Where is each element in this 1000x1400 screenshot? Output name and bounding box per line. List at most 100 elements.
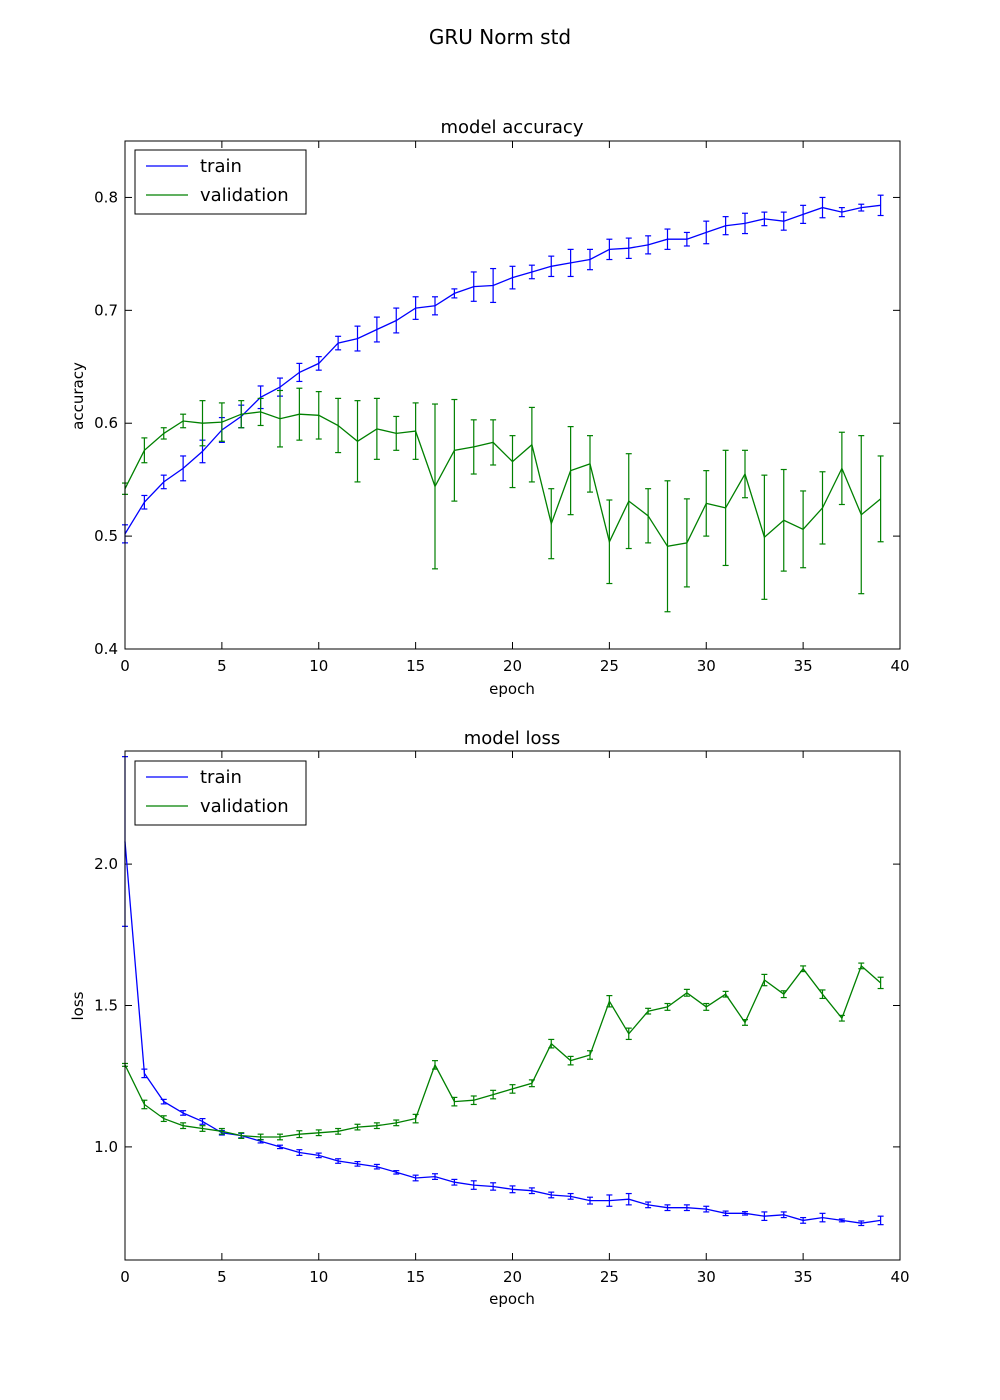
accuracy-train-errorbar <box>315 356 322 371</box>
loss-validation-errorbar <box>587 1050 593 1060</box>
loss-train-errorbar <box>800 1216 807 1224</box>
loss-train-errorbar <box>587 1196 593 1205</box>
accuracy-validation-errorbar <box>761 474 768 600</box>
accuracy-validation-errorbar <box>296 387 303 441</box>
accuracy-train-errorbar <box>470 271 477 302</box>
loss-validation-errorbar <box>567 1055 574 1066</box>
accuracy-x-tick-label: 25 <box>600 657 619 675</box>
accuracy-y-tick-label: 0.7 <box>94 301 118 319</box>
accuracy-train-errorbar <box>490 267 497 304</box>
accuracy-train-errorbar <box>335 335 342 351</box>
accuracy-validation-errorbar <box>470 419 477 475</box>
loss-x-tick-label: 40 <box>890 1268 909 1286</box>
loss-x-tick-label: 25 <box>600 1268 619 1286</box>
accuracy-train-errorbar <box>432 296 438 316</box>
accuracy-legend-validation-label: validation <box>200 185 289 206</box>
accuracy-validation-errorbar <box>354 400 361 483</box>
accuracy-y-tick-label: 0.5 <box>94 527 118 545</box>
loss-series-layer <box>122 756 884 1227</box>
accuracy-validation-errorbar <box>819 471 826 545</box>
accuracy-validation-errorbar <box>567 426 574 516</box>
accuracy-validation-errorbar <box>257 397 264 427</box>
accuracy-validation-errorbar <box>838 431 845 506</box>
loss-validation-errorbar <box>160 1115 167 1123</box>
loss-train-line <box>124 841 881 1224</box>
accuracy-validation-errorbar <box>393 415 400 451</box>
accuracy-validation-errorbar <box>548 488 555 560</box>
loss-validation-errorbar <box>432 1060 438 1070</box>
loss-validation-errorbar <box>819 989 826 1000</box>
accuracy-validation-errorbar <box>277 389 283 448</box>
loss-validation-errorbar <box>761 973 768 987</box>
accuracy-validation-errorbar <box>180 413 187 429</box>
accuracy-x-tick-label: 0 <box>120 657 130 675</box>
accuracy-train-errorbar <box>606 238 613 261</box>
loss-validation-errorbar <box>800 965 807 973</box>
loss-validation-errorbar <box>683 988 690 997</box>
loss-x-tick-label: 5 <box>217 1268 227 1286</box>
accuracy-train-errorbar <box>180 455 187 482</box>
accuracy-validation-errorbar <box>412 402 419 460</box>
accuracy-validation-errorbar <box>432 403 438 570</box>
accuracy-x-tick-label: 35 <box>794 657 813 675</box>
loss-validation-errorbar <box>315 1129 322 1137</box>
accuracy-y-tick-label: 0.6 <box>94 414 118 432</box>
figure-suptitle: GRU Norm std <box>429 25 571 49</box>
loss-validation-errorbar <box>451 1096 458 1107</box>
loss-train-errorbar <box>354 1160 361 1167</box>
loss-train-errorbar <box>373 1163 380 1170</box>
accuracy-train-errorbar <box>548 255 555 278</box>
loss-x-tick-label: 30 <box>697 1268 716 1286</box>
loss-legend: train validation <box>134 760 307 826</box>
loss-train-errorbar <box>490 1182 497 1191</box>
loss-train-errorbar <box>548 1191 555 1199</box>
loss-train-errorbar <box>451 1178 458 1186</box>
accuracy-panel: model accuracy epoch accuracy 0 5 10 15 20 25… <box>69 117 910 698</box>
loss-validation-errorbar <box>238 1132 245 1140</box>
accuracy-train-errorbar <box>780 211 787 231</box>
loss-validation-errorbar <box>625 1027 632 1041</box>
accuracy-train-errorbar <box>412 296 419 320</box>
accuracy-train-errorbar <box>858 203 865 212</box>
loss-train-errorbar <box>277 1144 283 1150</box>
loss-validation-errorbar <box>742 1019 748 1026</box>
loss-validation-errorbar <box>528 1079 535 1088</box>
loss-validation-errorbar <box>858 962 865 970</box>
accuracy-validation-errorbar <box>238 400 245 429</box>
accuracy-legend-box <box>134 149 307 215</box>
loss-validation-errorbar <box>141 1099 148 1110</box>
loss-validation-errorbar <box>722 990 729 998</box>
accuracy-train-errorbar <box>703 220 710 245</box>
accuracy-validation-errorbar <box>780 468 787 572</box>
loss-y-axis-label: loss <box>69 991 87 1020</box>
loss-x-tick-label: 15 <box>406 1268 425 1286</box>
loss-x-tick-label: 35 <box>794 1268 813 1286</box>
loss-x-tick-label: 10 <box>309 1268 328 1286</box>
accuracy-validation-errorbar <box>703 470 710 537</box>
loss-train-errorbar <box>645 1201 652 1209</box>
loss-train-errorbar <box>761 1211 768 1222</box>
loss-validation-errorbar <box>277 1133 283 1141</box>
accuracy-y-axis-label: accuracy <box>69 362 87 430</box>
loss-validation-errorbar <box>180 1122 187 1130</box>
loss-validation-errorbar <box>218 1127 225 1135</box>
loss-train-errorbar <box>625 1192 632 1206</box>
accuracy-series-layer <box>122 194 884 613</box>
accuracy-train-errorbar <box>645 235 652 255</box>
loss-validation-errorbar <box>354 1123 361 1131</box>
accuracy-train-errorbar <box>393 307 400 334</box>
loss-train-errorbar <box>664 1204 671 1212</box>
accuracy-validation-errorbar <box>160 427 167 440</box>
loss-y-tick-label: 1.5 <box>94 997 118 1015</box>
loss-train-errorbar <box>296 1149 303 1156</box>
loss-x-axis-label: epoch <box>489 1290 535 1308</box>
accuracy-validation-errorbar <box>742 449 748 499</box>
accuracy-x-tick-label: 5 <box>217 657 227 675</box>
loss-legend-train-label: train <box>200 767 242 788</box>
accuracy-validation-errorbar <box>218 402 225 442</box>
loss-train-errorbar <box>335 1158 342 1164</box>
accuracy-validation-errorbar <box>645 488 652 544</box>
accuracy-axis-ticks: 0 5 10 15 20 25 30 35 40 0.4 0.5 0.6 0.7 0.8 <box>94 141 910 675</box>
loss-train-errorbar <box>683 1204 690 1212</box>
